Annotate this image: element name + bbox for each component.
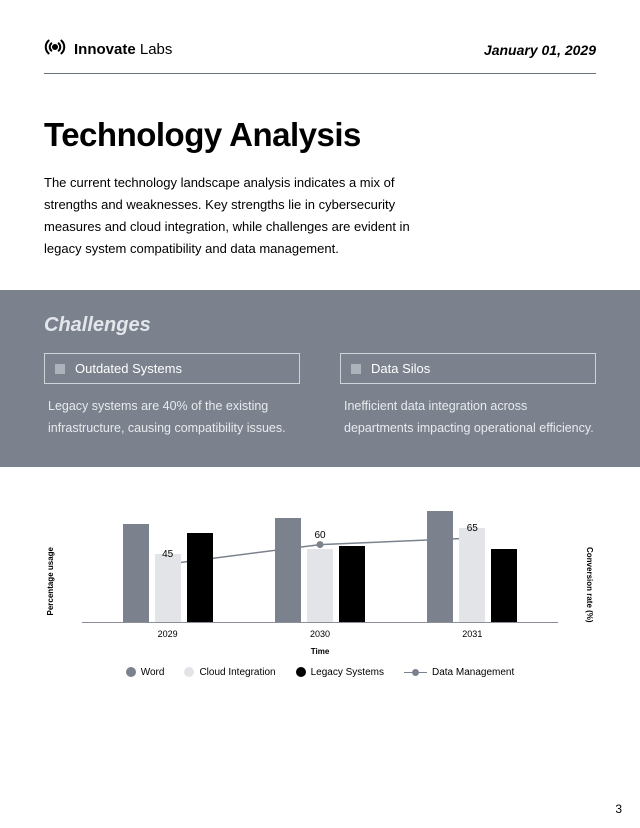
x-axis-label: Time: [311, 647, 330, 656]
chart: Percentage usage Conversion rate (%) 45 6…: [44, 489, 596, 709]
plot-area: 45 60 65: [82, 493, 558, 623]
legend: Word Cloud Integration Legacy Systems Da…: [44, 667, 596, 678]
challenge-title: Data Silos: [371, 361, 430, 376]
page-title: Technology Analysis: [44, 116, 596, 154]
bar: [459, 528, 485, 622]
legend-item: Word: [126, 667, 165, 678]
legend-item: Legacy Systems: [296, 667, 384, 678]
bar: [491, 549, 517, 622]
page-number: 3: [615, 802, 622, 816]
challenges-section: Challenges Outdated Systems Legacy syste…: [0, 290, 640, 467]
legend-swatch: [184, 667, 194, 677]
challenge-card-head: Outdated Systems: [44, 353, 300, 384]
legend-swatch: [296, 667, 306, 677]
bar: [187, 533, 213, 621]
legend-label: Word: [141, 667, 165, 678]
line-point-label: 60: [314, 530, 325, 541]
line-point-label: 65: [467, 523, 478, 534]
square-bullet-icon: [351, 364, 361, 374]
challenge-card: Data Silos Inefficient data integration …: [340, 353, 596, 439]
x-tick-label: 2031: [462, 629, 482, 639]
legend-item: Cloud Integration: [184, 667, 275, 678]
line-point-label: 45: [162, 549, 173, 560]
bar: [155, 554, 181, 622]
bar-group: [123, 524, 213, 622]
brand-text: Innovate Labs: [74, 41, 172, 58]
y-axis-label-left: Percentage usage: [46, 547, 55, 615]
square-bullet-icon: [55, 364, 65, 374]
x-tick-label: 2029: [158, 629, 178, 639]
bar: [275, 518, 301, 622]
x-tick-label: 2030: [310, 629, 330, 639]
brand-bold: Innovate: [74, 41, 136, 58]
legend-line-swatch: [404, 669, 427, 676]
challenge-body: Inefficient data integration across depa…: [340, 396, 596, 439]
broadcast-icon: [44, 36, 66, 63]
header: Innovate Labs January 01, 2029: [44, 36, 596, 74]
intro-paragraph: The current technology landscape analysi…: [44, 172, 414, 260]
bar: [307, 549, 333, 622]
legend-label: Data Management: [432, 667, 514, 678]
y-axis-label-right: Conversion rate (%): [585, 547, 594, 623]
bar: [427, 511, 453, 622]
bar: [123, 524, 149, 622]
challenge-title: Outdated Systems: [75, 361, 182, 376]
brand: Innovate Labs: [44, 36, 172, 63]
legend-item: Data Management: [404, 667, 514, 678]
challenges-heading: Challenges: [44, 314, 596, 337]
legend-swatch: [126, 667, 136, 677]
challenge-card-head: Data Silos: [340, 353, 596, 384]
challenge-body: Legacy systems are 40% of the existing i…: [44, 396, 300, 439]
document-date: January 01, 2029: [484, 42, 596, 58]
brand-light: Labs: [136, 41, 173, 58]
challenge-card: Outdated Systems Legacy systems are 40% …: [44, 353, 300, 439]
legend-label: Cloud Integration: [199, 667, 275, 678]
bar: [339, 546, 365, 621]
legend-label: Legacy Systems: [311, 667, 384, 678]
x-axis: 2029 2030 2031: [82, 629, 558, 645]
